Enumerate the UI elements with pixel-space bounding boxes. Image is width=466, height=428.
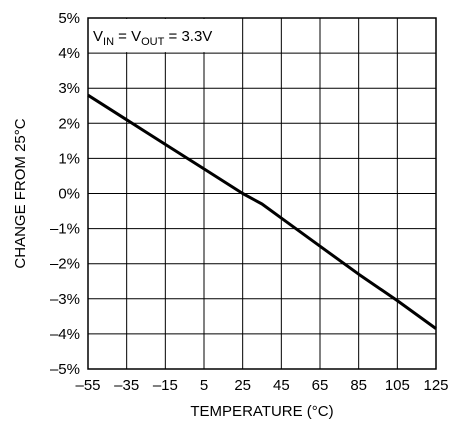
grid [88,18,436,369]
annotation: VIN = VOUT = 3.3V [93,28,212,48]
annotation-box [89,19,242,53]
y-tick-label: –3% [50,291,80,308]
y-tick-label: 5% [58,10,80,27]
series-line [87,93,437,330]
annotation-group: VIN = VOUT = 3.3V [89,19,242,53]
x-tick-label: 105 [385,377,410,394]
y-axis-label: CHANGE FROM 25°C [12,118,29,268]
y-tick-label: 2% [58,115,80,132]
x-tick-label: –55 [75,377,100,394]
x-tick-labels: –55 –35 –15 5 25 45 65 85 105 125 [75,377,448,394]
x-tick-label: 25 [234,377,251,394]
annotation-sub-in: IN [103,36,114,48]
x-tick-label: 5 [200,377,208,394]
annotation-v1: V [93,28,103,45]
y-tick-label: –5% [50,361,80,378]
y-tick-label: 0% [58,186,80,203]
annotation-eq2: = 3.3V [164,28,212,45]
x-tick-label: 125 [423,377,448,394]
x-axis-label: TEMPERATURE (°C) [190,403,333,420]
plot-frame [87,17,437,370]
x-tick-label: 45 [273,377,290,394]
x-tick-label: –15 [153,377,178,394]
y-tick-label: –4% [50,326,80,343]
y-tick-labels: 5% 4% 3% 2% 1% 0% –1% –2% –3% –4% –5% [50,10,80,378]
x-tick-label: 85 [350,377,367,394]
y-tick-label: 3% [58,80,80,97]
annotation-eq1: = V [114,28,141,45]
x-tick-label: 65 [312,377,329,394]
series-group [87,93,437,330]
y-tick-label: –2% [50,256,80,273]
annotation-sub-out: OUT [141,36,165,48]
y-tick-label: –1% [50,221,80,238]
x-tick-label: –35 [114,377,139,394]
y-tick-label: 1% [58,150,80,167]
y-tick-label: 4% [58,45,80,62]
